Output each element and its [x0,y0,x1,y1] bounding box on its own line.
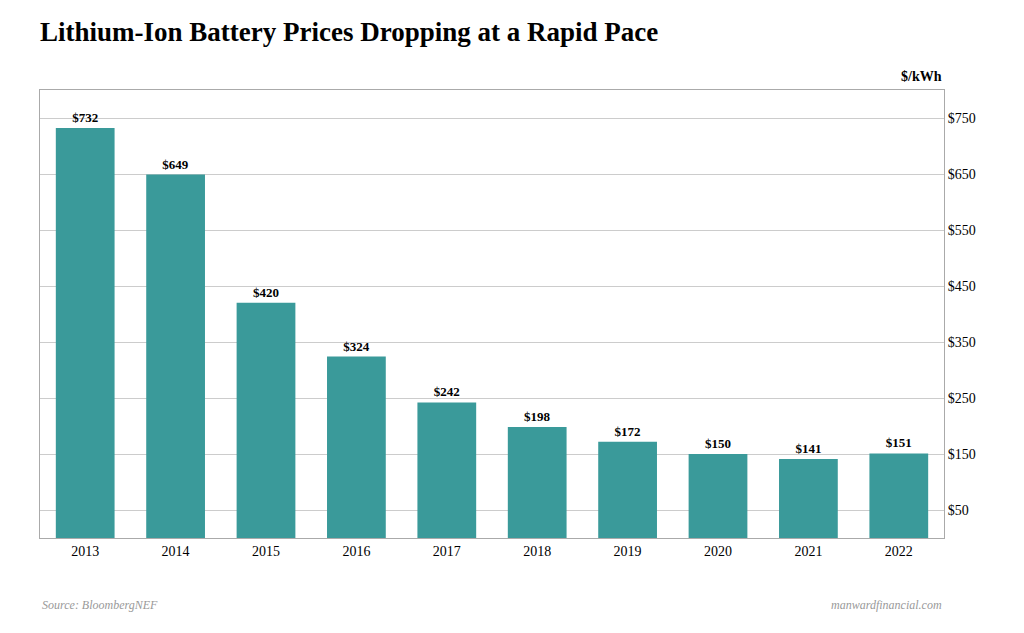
svg-text:$151: $151 [886,435,912,450]
svg-text:$450: $450 [948,279,976,294]
svg-text:$50: $50 [948,503,969,518]
svg-text:Source: BloombergNEF: Source: BloombergNEF [42,598,158,612]
svg-text:$172: $172 [615,424,641,439]
svg-text:2019: 2019 [614,544,642,559]
svg-text:2016: 2016 [342,544,370,559]
svg-text:Lithium-Ion Battery Prices Dro: Lithium-Ion Battery Prices Dropping at a… [40,17,658,47]
svg-text:$649: $649 [162,157,189,172]
svg-text:2015: 2015 [252,544,280,559]
svg-text:$198: $198 [524,409,551,424]
svg-text:$150: $150 [705,436,731,451]
svg-text:$141: $141 [795,441,821,456]
svg-text:$732: $732 [72,110,98,125]
svg-text:$250: $250 [948,391,976,406]
svg-text:$550: $550 [948,223,976,238]
svg-text:$350: $350 [948,335,976,350]
svg-text:$420: $420 [253,285,279,300]
svg-text:$750: $750 [948,111,976,126]
svg-text:2022: 2022 [885,544,913,559]
svg-text:2018: 2018 [523,544,551,559]
svg-text:2013: 2013 [71,544,99,559]
svg-text:2021: 2021 [794,544,822,559]
svg-text:2020: 2020 [704,544,732,559]
svg-text:2017: 2017 [433,544,461,559]
svg-text:$242: $242 [434,384,460,399]
svg-text:$150: $150 [948,447,976,462]
svg-text:$324: $324 [343,339,370,354]
svg-text:$/kWh: $/kWh [901,69,942,84]
svg-text:manwardfinancial.com: manwardfinancial.com [831,598,942,612]
svg-text:$650: $650 [948,167,976,182]
svg-text:2014: 2014 [162,544,190,559]
